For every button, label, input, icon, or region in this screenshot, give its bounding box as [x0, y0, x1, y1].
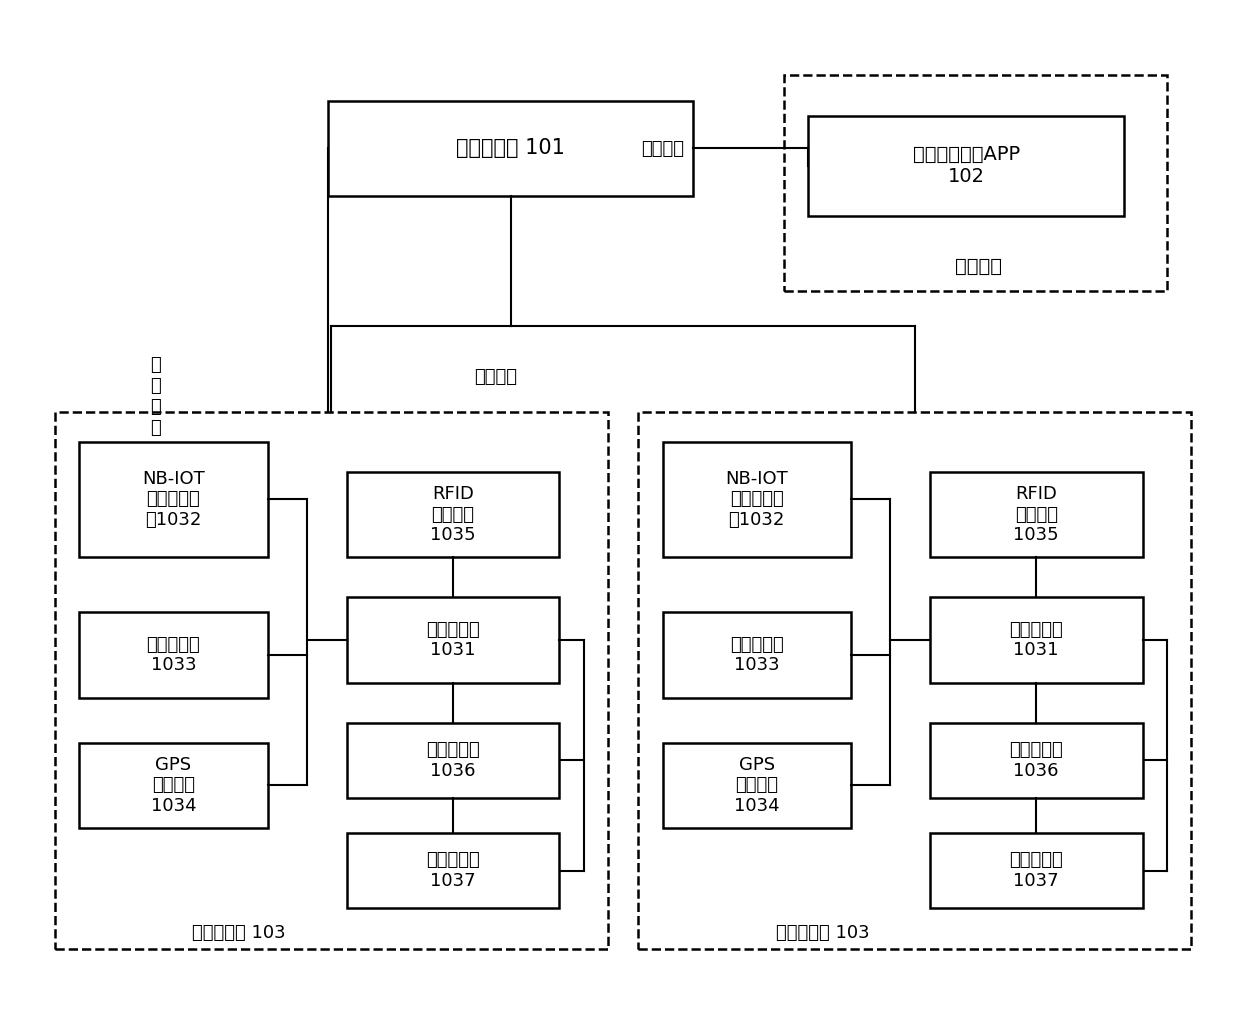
Bar: [79, 612, 268, 697]
Text: GPS
定位模块
1034: GPS 定位模块 1034: [734, 756, 780, 815]
Text: 液位传感器
1037: 液位传感器 1037: [427, 851, 480, 890]
Text: RFID
电子标签
1035: RFID 电子标签 1035: [1013, 484, 1059, 545]
Bar: [784, 76, 1167, 291]
Bar: [930, 472, 1142, 557]
Bar: [329, 100, 693, 196]
Text: 倾角传感器
1033: 倾角传感器 1033: [146, 636, 201, 675]
Text: 微控制单元
1031: 微控制单元 1031: [427, 621, 480, 659]
Bar: [662, 612, 851, 697]
Text: NB-IOT
无线通讯模
块1032: NB-IOT 无线通讯模 块1032: [725, 470, 789, 529]
Text: 传感器终端 103: 传感器终端 103: [192, 924, 286, 941]
Text: 无
线
网
络: 无 线 网 络: [150, 356, 161, 437]
Text: 微控制单元
1031: 微控制单元 1031: [1009, 621, 1063, 659]
Bar: [930, 723, 1142, 798]
Bar: [930, 834, 1142, 908]
Text: 倾角传感器
1033: 倾角传感器 1033: [730, 636, 784, 675]
Bar: [346, 723, 559, 798]
Bar: [662, 441, 851, 557]
Bar: [79, 742, 268, 828]
Text: 移动监管终端APP
102: 移动监管终端APP 102: [913, 145, 1019, 186]
Bar: [808, 116, 1125, 216]
Bar: [79, 441, 268, 557]
Text: 液位传感器
1037: 液位传感器 1037: [1009, 851, 1063, 890]
Text: 无线网络: 无线网络: [475, 368, 517, 385]
Text: 智能手机: 智能手机: [955, 257, 1002, 275]
Text: 无线网络: 无线网络: [641, 139, 684, 158]
Bar: [639, 412, 1192, 948]
Text: NB-IOT
无线通讯模
块1032: NB-IOT 无线通讯模 块1032: [143, 470, 205, 529]
Text: 气体传感器
1036: 气体传感器 1036: [427, 741, 480, 779]
Bar: [55, 412, 608, 948]
Text: 传感器终端 103: 传感器终端 103: [775, 924, 869, 941]
Text: GPS
定位模块
1034: GPS 定位模块 1034: [150, 756, 196, 815]
Text: RFID
电子标签
1035: RFID 电子标签 1035: [430, 484, 476, 545]
Text: 气体传感器
1036: 气体传感器 1036: [1009, 741, 1063, 779]
Bar: [346, 597, 559, 683]
Bar: [346, 472, 559, 557]
Bar: [662, 742, 851, 828]
Bar: [346, 834, 559, 908]
Bar: [930, 597, 1142, 683]
Text: 云监控平台 101: 云监控平台 101: [456, 138, 565, 159]
